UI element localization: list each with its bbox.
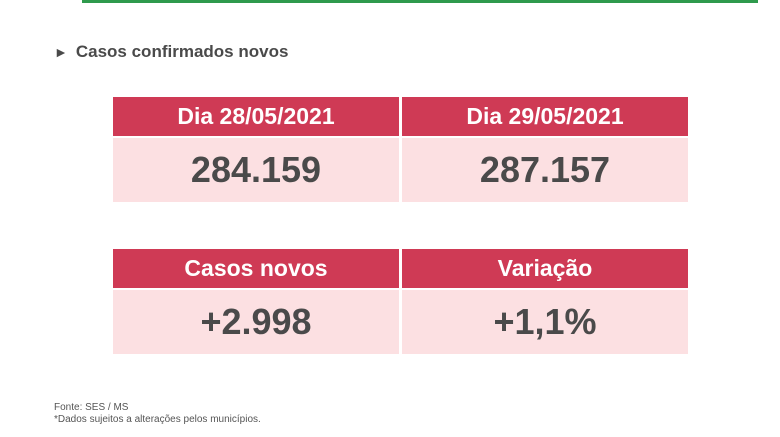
- footer-note: *Dados sujeitos a alterações pelos munic…: [54, 414, 261, 425]
- table-value-new-cases: +2.998: [113, 290, 399, 354]
- table-value-variation: +1,1%: [402, 290, 688, 354]
- triangle-bullet-icon: ►: [54, 44, 68, 60]
- table-value-day-1: 284.159: [113, 138, 399, 202]
- footer: Fonte: SES / MS *Dados sujeitos a altera…: [54, 402, 261, 426]
- table-value-day-2: 287.157: [402, 138, 688, 202]
- top-accent-line: [82, 0, 758, 3]
- section-title-text: Casos confirmados novos: [75, 42, 289, 61]
- table-header-day-2: Dia 29/05/2021: [402, 97, 688, 136]
- section-title: ► Casos confirmados novos: [54, 42, 288, 62]
- footer-source: Fonte: SES / MS: [54, 402, 129, 413]
- variation-table: Casos novos Variação +2.998 +1,1%: [113, 249, 688, 354]
- daily-cases-table: Dia 28/05/2021 Dia 29/05/2021 284.159 28…: [113, 97, 688, 202]
- table-header-new-cases: Casos novos: [113, 249, 399, 288]
- table-header-day-1: Dia 28/05/2021: [113, 97, 399, 136]
- table-header-variation: Variação: [402, 249, 688, 288]
